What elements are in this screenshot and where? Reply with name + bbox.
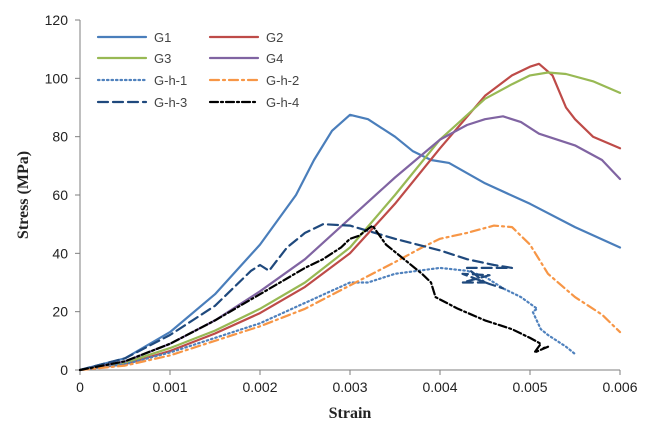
x-tick-label: 0.002 — [242, 379, 277, 395]
x-tick-label: 0.004 — [422, 379, 457, 395]
series-lines — [78, 62, 622, 372]
x-tick-label: 0.003 — [332, 379, 367, 395]
series-line-g2 — [78, 62, 622, 372]
legend-label-g-h-3: G-h-3 — [154, 95, 187, 110]
legend-label-g-h-4: G-h-4 — [266, 95, 299, 110]
x-tick-label: 0.005 — [512, 379, 547, 395]
x-axis-title: Strain — [329, 405, 372, 422]
x-tick-label: 0.006 — [602, 379, 637, 395]
y-tick-label: 40 — [52, 245, 68, 261]
y-tick-label: 120 — [45, 12, 69, 28]
legend-label-g2: G2 — [266, 30, 283, 45]
series-line-g3 — [78, 71, 622, 372]
legend-label-g-h-1: G-h-1 — [154, 73, 187, 88]
legend: G1 G2 G3 G4 G-h-1 G-h-2 G-h-3 G-h-4 — [96, 30, 299, 110]
legend-label-g4: G4 — [266, 51, 283, 66]
legend-label-g-h-2: G-h-2 — [266, 73, 299, 88]
y-tick-label: 80 — [52, 129, 68, 145]
series-line-g-h-2 — [78, 224, 622, 372]
series-line-g-h-3 — [78, 223, 514, 372]
y-tick-label: 100 — [45, 70, 69, 86]
series-line-g1 — [78, 113, 622, 372]
y-tick-label: 0 — [60, 362, 68, 378]
y-ticks: 0 20 40 60 80 100 120 — [45, 12, 80, 378]
y-tick-label: 60 — [52, 187, 68, 203]
x-tick-label: 0 — [76, 379, 84, 395]
legend-label-g1: G1 — [154, 30, 171, 45]
series-line-g-h-1 — [78, 266, 577, 372]
x-tick-label: 0.001 — [152, 379, 187, 395]
y-tick-label: 20 — [52, 304, 68, 320]
series-line-g4 — [78, 115, 622, 372]
x-ticks: 0 0.001 0.002 0.003 0.004 0.005 0.006 — [76, 370, 638, 395]
series-line-g-h-4 — [78, 224, 550, 372]
y-axis-title: Stress (MPa) — [15, 151, 32, 239]
legend-label-g3: G3 — [154, 51, 171, 66]
